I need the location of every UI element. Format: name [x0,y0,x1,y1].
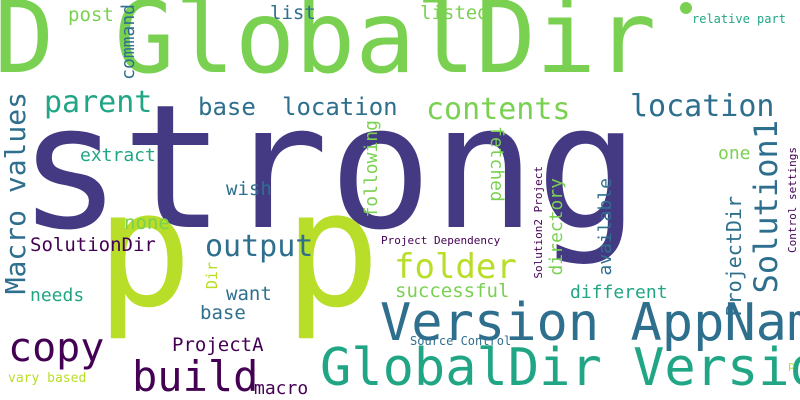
word-none: none [124,212,170,234]
word-strong: strong [18,67,640,268]
word-extract: extract [80,145,156,166]
word-one: one [718,143,751,164]
word-location-right: location [630,89,775,124]
word-dir: Dir [203,262,221,290]
word-post: post [68,4,114,26]
word-listed: listed [420,2,489,24]
word-version-appname: Version AppName [380,293,800,353]
word-directory: directory [546,178,567,276]
word-control-settings: Control settings [786,147,799,253]
word-needs: needs [30,285,85,306]
word-source-control: Source Control [410,334,512,348]
word-copy: copy [8,325,105,371]
word-projecta: ProjectA [172,334,264,356]
green-dot-mark [680,2,692,14]
word-p-right: p [284,156,381,343]
word-base-top: base [198,93,256,121]
word-p-small: p [788,359,795,372]
word-available: available [595,178,616,276]
word-vary-based: vary based [8,371,87,386]
word-projectdir: ProjectDir [722,196,746,317]
word-project-dependency: Project Dependency [381,234,501,247]
word-location-mid: location [282,93,398,121]
word-fetched: fetched [486,126,507,202]
word-successful: successful [395,280,510,302]
word-build: build [132,352,259,400]
word-d-globaldir: D GlobalDir [0,0,657,96]
word-relative-part: relative part [692,12,786,26]
word-folder: folder [394,247,517,287]
word-want: want [226,283,272,305]
word-different: different [570,282,668,303]
word-macro-values: Macro values [0,92,32,295]
word-parent: parent [44,85,153,120]
word-command: command [118,4,139,80]
word-macro: macro [254,378,309,399]
word-list: list [270,2,316,24]
word-globaldir-version: GlobalDir Version [320,338,800,398]
word-output: output [205,229,314,264]
word-contents: contents [426,92,571,127]
word-p-left: p [96,156,193,343]
word-solution1: Solution1 [747,120,785,294]
word-following: following [361,120,382,218]
word-wish: wish [226,178,272,200]
word-solutiondir: SolutionDir [30,234,156,256]
word-base-low: base [200,302,246,324]
word-solution2-project: Solution2 Project [532,166,545,279]
